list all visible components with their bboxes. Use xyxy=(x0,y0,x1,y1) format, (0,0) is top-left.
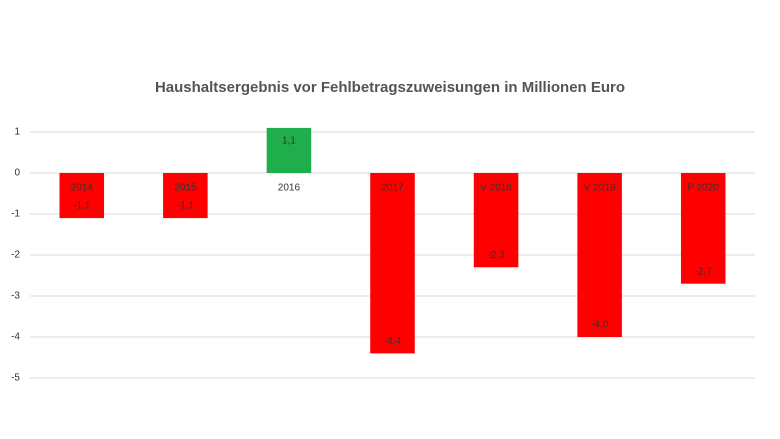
y-tick-label: 1 xyxy=(14,127,20,138)
data-label: -2,3 xyxy=(487,250,505,261)
y-tick-label: -1 xyxy=(11,209,20,220)
x-tick-label: 2016 xyxy=(278,183,301,194)
x-tick-label: V 2019 xyxy=(584,183,616,194)
y-tick-label: -5 xyxy=(11,373,20,384)
data-label: 1,1 xyxy=(282,136,296,147)
y-tick-label: -3 xyxy=(11,291,20,302)
data-label: -4,0 xyxy=(591,320,609,331)
x-tick-label: V 2018 xyxy=(480,183,512,194)
x-tick-label: P 2020 xyxy=(687,183,719,194)
x-tick-label: 2017 xyxy=(381,183,404,194)
bar xyxy=(163,173,208,219)
x-tick-label: 2014 xyxy=(71,183,94,194)
bar xyxy=(59,173,105,219)
y-tick-label: -4 xyxy=(11,332,20,343)
data-label: -4,4 xyxy=(384,336,402,347)
bar xyxy=(680,173,726,284)
bar xyxy=(577,173,622,337)
data-label: -2,7 xyxy=(695,266,713,277)
bar xyxy=(473,173,519,268)
bar xyxy=(370,173,415,354)
data-label: -1,1 xyxy=(73,201,91,212)
y-tick-label: -2 xyxy=(11,250,20,261)
chart-title: Haushaltsergebnis vor Fehlbetragszuweisu… xyxy=(155,79,625,96)
bar xyxy=(266,127,312,173)
y-tick-label: 0 xyxy=(14,168,20,179)
x-tick-label: 2015 xyxy=(174,183,197,194)
data-label: -1,1 xyxy=(177,201,195,212)
